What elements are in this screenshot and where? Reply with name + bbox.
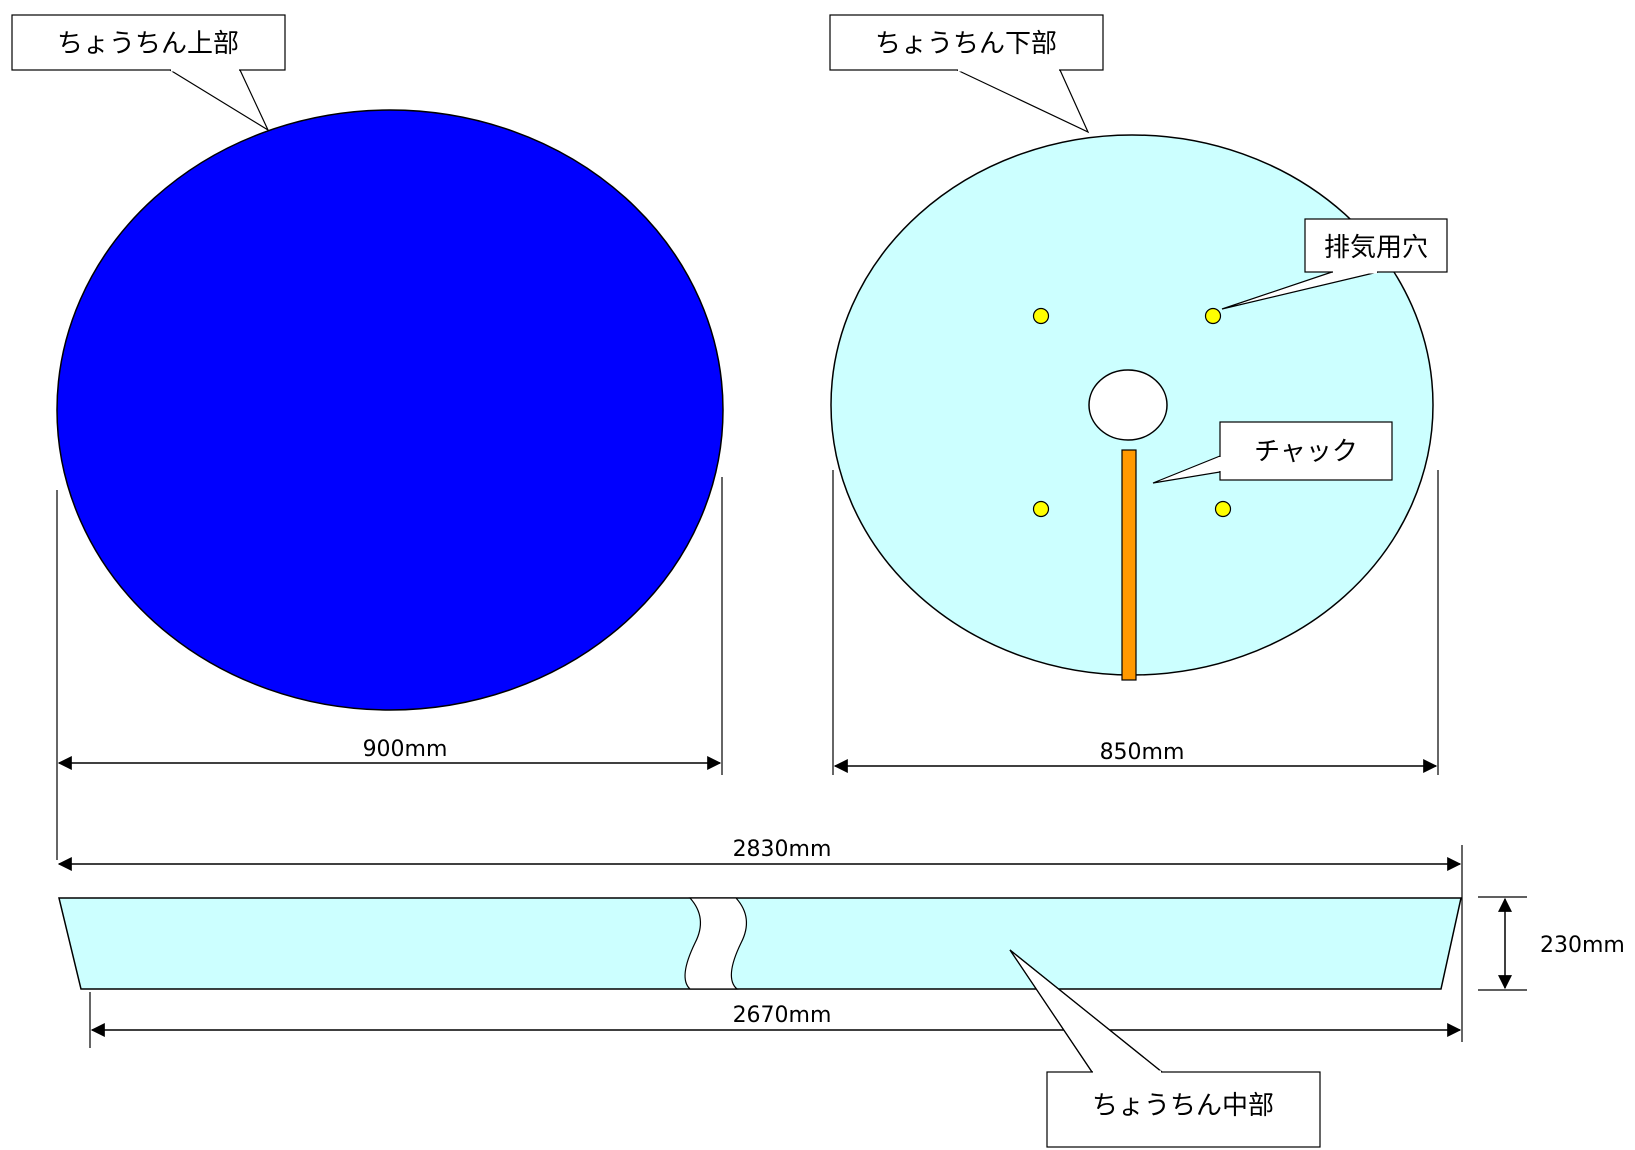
bottom-part-callout: ちょうちん下部 (829, 14, 1104, 134)
vent-hole (1204, 307, 1222, 325)
middle-top-length-text: 2830mm (733, 837, 832, 862)
zipper-callout: チャック (1152, 421, 1393, 484)
band-break-mark (684, 897, 747, 990)
middle-height-text: 230mm (1540, 933, 1625, 958)
middle-part-label: ちょうちん中部 (1092, 1091, 1274, 1121)
vent-hole (1032, 307, 1050, 325)
top-diameter-dimension: 900mm (56, 477, 723, 860)
zipper (1121, 449, 1137, 681)
zipper-label: チャック (1254, 437, 1358, 467)
bottom-diameter-dimension: 850mm (832, 470, 1439, 775)
middle-bottom-length-dimension: 2670mm (89, 992, 1462, 1048)
middle-part-callout: ちょうちん中部 (1009, 949, 1321, 1148)
middle-top-length-dimension: 2830mm (57, 837, 1463, 1042)
middle-band (58, 897, 1462, 990)
top-part-callout: ちょうちん上部 (11, 14, 286, 132)
vent-hole (1214, 500, 1232, 518)
bottom-diameter-text: 850mm (1100, 740, 1185, 765)
middle-height-dimension: 230mm (1478, 896, 1625, 991)
vent-holes-callout: 排気用穴 (1221, 218, 1448, 310)
middle-bottom-length-text: 2670mm (733, 1003, 832, 1028)
vent-holes-label: 排気用穴 (1324, 233, 1428, 263)
bottom-part-label: ちょうちん下部 (875, 29, 1057, 59)
top-part-disc (56, 109, 724, 711)
top-diameter-text: 900mm (363, 737, 448, 762)
top-part-label: ちょうちん上部 (57, 29, 239, 59)
vent-hole (1032, 500, 1050, 518)
center-hole (1088, 369, 1168, 441)
